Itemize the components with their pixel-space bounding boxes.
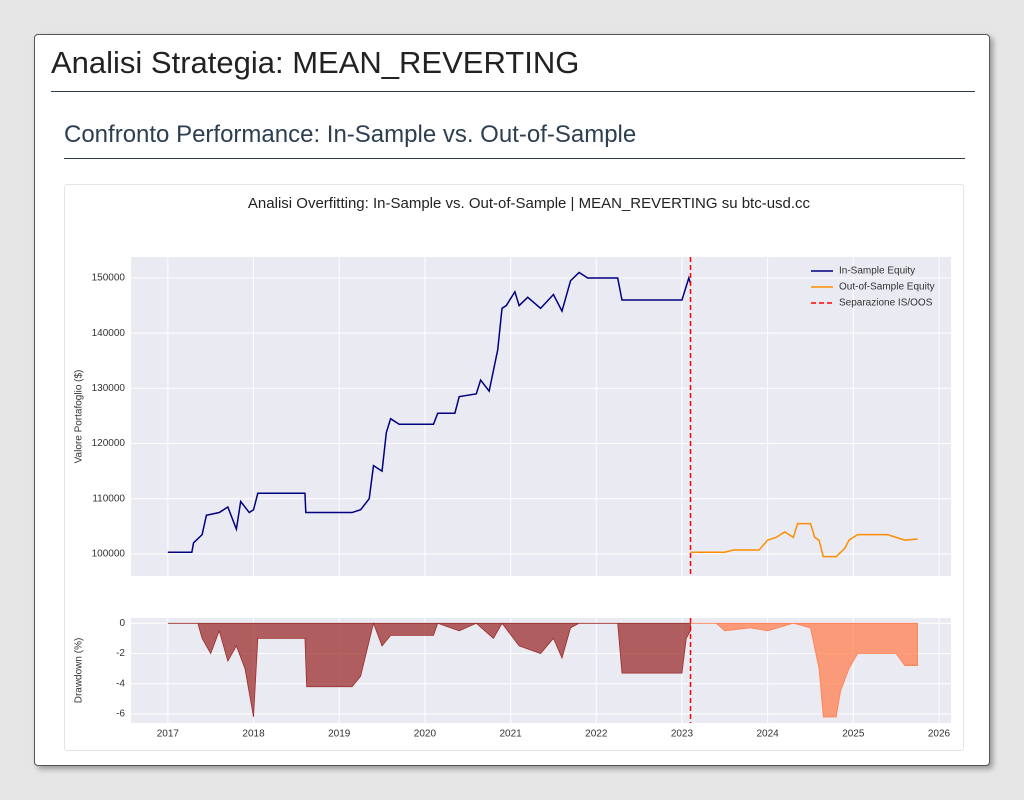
card: Analisi Strategia: MEAN_REVERTING Confro… [34,34,990,766]
y-tick-label: -2 [116,648,125,659]
y-tick-label: 150000 [92,273,126,284]
equity-line [690,522,918,558]
y-tick-label: 130000 [92,383,126,394]
section-title: Confronto Performance: In-Sample vs. Out… [64,121,637,148]
x-tick-label: 2017 [157,729,180,740]
chart: Analisi Overfitting: In-Sample vs. Out-o… [74,195,951,740]
x-tick-label: 2025 [842,729,865,740]
equity-line [167,271,692,554]
legend-label: In-Sample Equity [839,266,915,277]
y-tick-label: 120000 [92,438,126,449]
x-tick-label: 2023 [671,729,694,740]
y-tick-label: 140000 [92,328,126,339]
legend-label: Separazione IS/OOS [839,298,933,309]
drawdown-area [690,622,918,718]
y-tick-label: -4 [116,678,125,689]
chart-container: Analisi Overfitting: In-Sample vs. Out-o… [64,184,964,751]
plot-area [131,257,951,576]
y-tick-label: 100000 [92,549,126,560]
drawdown-area [167,621,691,718]
legend-label: Out-of-Sample Equity [839,282,935,293]
divider [64,158,965,159]
x-tick-label: 2024 [757,729,780,740]
x-tick-label: 2020 [414,729,437,740]
x-tick-label: 2022 [585,729,608,740]
y-tick-label: 110000 [92,493,125,504]
x-tick-label: 2026 [928,729,951,740]
x-tick-label: 2019 [328,729,351,740]
y-axis-label: Drawdown (%) [74,638,85,704]
y-axis-label: Valore Portafoglio ($) [74,370,85,464]
y-tick-label: -6 [116,709,125,720]
chart-title: Analisi Overfitting: In-Sample vs. Out-o… [248,195,811,212]
y-tick-label: 0 [119,618,125,629]
x-tick-label: 2018 [242,729,265,740]
page-title: Analisi Strategia: MEAN_REVERTING [51,45,580,80]
x-tick-label: 2021 [499,729,522,740]
divider [51,91,975,92]
